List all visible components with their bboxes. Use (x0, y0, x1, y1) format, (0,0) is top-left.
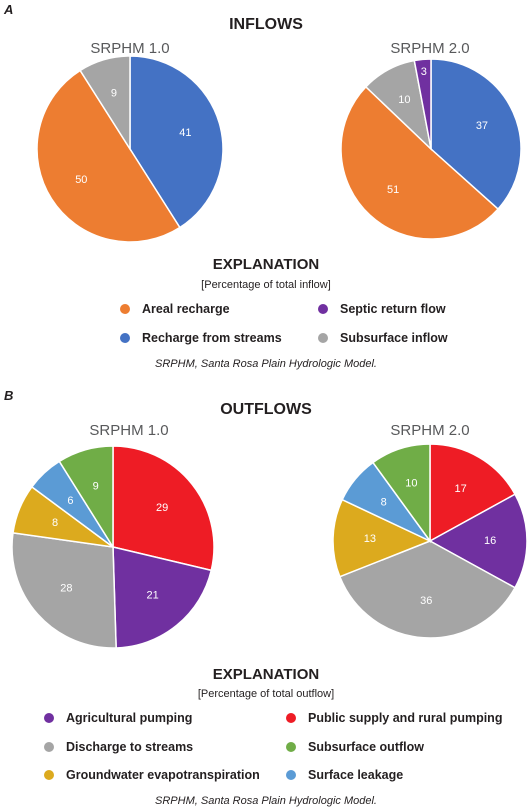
pie-slice-public-supply-and-rural-pumping (112, 445, 215, 572)
pie-data-label: 3 (421, 66, 427, 78)
legend-item-areal-recharge: Areal recharge (120, 302, 230, 316)
pie-slice-discharge-to-streams (11, 532, 117, 649)
legend-label: Areal recharge (142, 302, 230, 316)
pie-data-label: 29 (156, 502, 168, 514)
legend-item-groundwater-et: Groundwater evapotranspiration (44, 768, 260, 782)
legend-label: Septic return flow (340, 302, 446, 316)
panel-letter-a: A (4, 2, 14, 17)
pie-data-label: 17 (454, 483, 466, 495)
explanation-title-inflow: EXPLANATION (212, 256, 320, 273)
legend-swatch (318, 304, 328, 314)
legend-swatch (286, 770, 296, 780)
legend-label: Public supply and rural pumping (308, 711, 503, 725)
pie-title-outflow-2: SRPHM 2.0 (390, 422, 470, 439)
legend-item-discharge-to-streams: Discharge to streams (44, 740, 193, 754)
footnote-outflow: SRPHM, Santa Rosa Plain Hydrologic Model… (155, 795, 377, 807)
legend-item-subsurface-outflow: Subsurface outflow (286, 740, 424, 754)
pie-data-label: 10 (405, 478, 417, 490)
pie-data-label: 10 (398, 94, 410, 106)
legend-swatch (286, 713, 296, 723)
outflows-title: OUTFLOWS (220, 401, 312, 418)
pie-data-label: 37 (476, 120, 488, 132)
explanation-subtitle-outflow: [Percentage of total outflow] (197, 688, 335, 700)
pie-slice-agricultural-pumping (112, 546, 213, 649)
legend-swatch (44, 770, 54, 780)
legend-label: Discharge to streams (66, 740, 194, 754)
pie-chart-outflow-2: 17 16 36 13 8 10 (332, 443, 528, 639)
legend-swatch (286, 742, 296, 752)
explanation-subtitle-inflow: [Percentage of total inflow] (201, 279, 331, 291)
pie-data-label: 9 (93, 481, 99, 493)
pie-slice-public-supply-and-rural-pumping (429, 443, 517, 543)
explanation-title-outflow: EXPLANATION (212, 666, 320, 683)
legend-label: Groundwater evapotranspiration (66, 768, 260, 782)
legend-item-public-supply: Public supply and rural pumping (286, 711, 502, 725)
pie-slice-areal-recharge (36, 69, 181, 243)
panel-letter-b: B (4, 388, 14, 403)
pie-chart-inflow-2: 37 51 10 3 (340, 58, 522, 240)
pie-data-label: 16 (484, 535, 496, 547)
footnote-inflow: SRPHM, Santa Rosa Plain Hydrologic Model… (155, 358, 377, 370)
pie-slice-agricultural-pumping (428, 493, 528, 589)
legend-swatch (120, 333, 130, 343)
pie-slice-subsurface-inflow (79, 55, 131, 152)
pie-slice-discharge-to-streams (338, 540, 517, 639)
pie-data-label: 51 (387, 184, 399, 196)
pie-data-label: 28 (60, 583, 72, 595)
pie-slice-subsurface-outflow (371, 443, 431, 544)
legend-item-subsurface-inflow: Subsurface inflow (318, 331, 448, 345)
pie-title-inflow-1: SRPHM 1.0 (90, 40, 170, 57)
legend-item-septic-return-flow: Septic return flow (318, 302, 446, 316)
pie-slice-subsurface-outflow (58, 445, 114, 550)
legend-item-surface-leakage: Surface leakage (286, 768, 403, 782)
legend-swatch (44, 713, 54, 723)
legend-label: Agricultural pumping (66, 711, 193, 725)
pie-data-label: 36 (420, 595, 432, 607)
pie-data-label: 41 (179, 127, 191, 139)
legend-label: Recharge from streams (142, 331, 282, 345)
legend-label: Surface leakage (308, 768, 404, 782)
pie-data-label: 8 (381, 497, 387, 509)
pie-chart-outflow-1: 29 21 28 86 9 (11, 445, 215, 649)
legend-swatch (120, 304, 130, 314)
pie-data-label: 6 (67, 495, 73, 507)
legend-item-agricultural-pumping: Agricultural pumping (44, 711, 192, 725)
pie-title-inflow-2: SRPHM 2.0 (390, 40, 470, 57)
pie-data-label: 9 (111, 88, 117, 100)
pie-data-label: 21 (146, 589, 158, 601)
pie-slice-recharge-from-streams (430, 58, 522, 211)
legend-item-recharge-from-streams: Recharge from streams (120, 331, 282, 345)
pie-chart-inflow-1: 41 50 9 (36, 55, 224, 243)
pie-title-outflow-1: SRPHM 1.0 (89, 422, 169, 439)
pie-data-label: 13 (364, 533, 376, 545)
legend-swatch (318, 333, 328, 343)
pie-data-label: 8 (52, 517, 58, 529)
legend-label: Subsurface inflow (340, 331, 448, 345)
legend-label: Subsurface outflow (308, 740, 424, 754)
pie-slice-septic-return-flow (413, 58, 432, 150)
inflows-title: INFLOWS (229, 16, 303, 33)
pie-data-label: 50 (75, 174, 87, 186)
pie-slice-areal-recharge (340, 85, 500, 240)
legend-swatch (44, 742, 54, 752)
pie-slice-groundwater-evapotranspiration (332, 498, 432, 578)
